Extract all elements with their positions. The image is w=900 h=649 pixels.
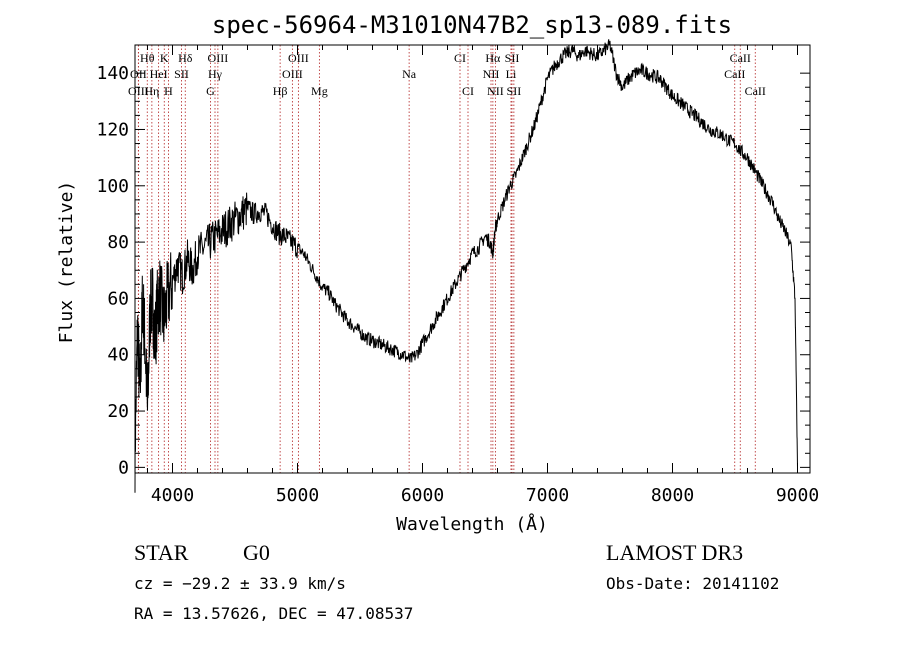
emission-label: CaII [745,84,766,98]
emission-label: CaII [724,67,745,81]
emission-label: G [206,84,215,98]
emission-label: Mg [311,84,328,98]
emission-label: HeI [150,67,168,81]
series-layer [134,39,798,493]
emission-label: Na [402,67,417,81]
y-tick-label: 80 [107,232,129,253]
emission-label: CaII [730,51,751,65]
emission-label: Hα [485,51,501,65]
plot-frame [134,44,811,474]
object-subclass: G0 [243,540,270,565]
emission-label: CI [462,84,474,98]
y-tick-label: 40 [107,345,129,366]
y-tick-label: 120 [96,119,129,140]
x-tick-label: 7000 [526,485,569,506]
emission-label: SII [174,67,189,81]
x-tick-label: 9000 [776,485,819,506]
object-class: STAR [134,540,189,565]
y-axis: 0 20 40 60 80 100 120 140 [96,63,810,478]
emission-label: OII [130,67,147,81]
survey-name: LAMOST DR3 [606,540,743,565]
emission-label: NII [483,67,500,81]
coordinates: RA = 13.57626, DEC = 47.08537 [134,604,413,623]
x-axis-label: Wavelength (Å) [396,513,548,535]
y-tick-label: 140 [96,63,129,84]
emission-lines-layer [137,45,756,473]
x-tick-label: 8000 [651,485,694,506]
emission-label: CI [454,51,466,65]
emission-label: H [164,84,173,98]
y-axis-label: Flux (relative) [56,181,77,344]
redshift-text: cz = −29.2 ± 33.9 km/s [134,574,346,593]
x-tick-label: 6000 [401,485,444,506]
emission-label: OIII [128,84,149,98]
y-tick-label: 0 [118,457,129,478]
spectrum-line [134,39,798,493]
emission-label: Hη [144,84,159,98]
y-tick-label: 100 [96,176,129,197]
y-tick-label: 20 [107,401,129,422]
x-tick-label: 4000 [151,485,194,506]
x-axis: 4000 5000 6000 7000 8000 9000 [147,45,819,506]
emission-label: OIII [282,67,303,81]
emission-label: OIII [288,51,309,65]
obs-date: Obs-Date: 20141102 [606,574,779,593]
emission-label: K [160,51,169,65]
x-tick-label: 5000 [276,485,319,506]
emission-label: Li [506,67,517,81]
emission-label: Hβ [273,84,288,98]
emission-label: OIII [208,51,229,65]
emission-label: Hθ [140,51,155,65]
emission-label: Hγ [208,67,223,81]
emission-label: SII [505,51,520,65]
emission-label: NII [487,84,504,98]
y-tick-label: 60 [107,288,129,309]
emission-label: Hδ [178,51,193,65]
emission-labels-layer: Hθ K Hδ OIII OIII CI Hα SII CaII OII HeI SII Hγ OIII N… [128,51,766,98]
chart-title: spec-56964-M31010N47B2_sp13-089.fits [212,11,732,39]
emission-label: SII [507,84,522,98]
